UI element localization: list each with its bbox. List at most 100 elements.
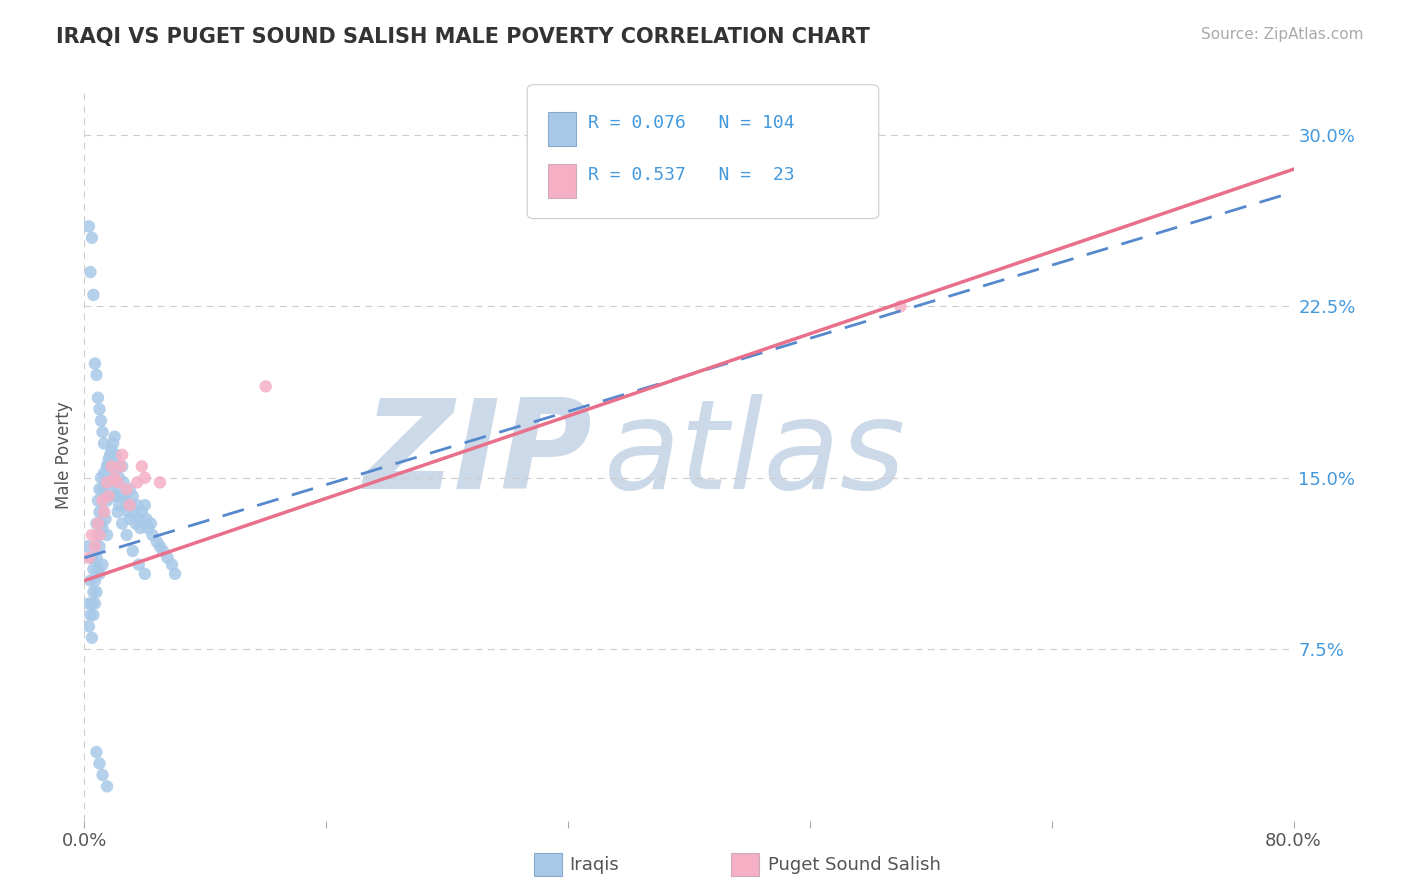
Point <box>93 505 115 519</box>
Point <box>77 219 100 234</box>
Point <box>89 566 111 581</box>
Point <box>136 521 159 535</box>
Point <box>86 745 108 759</box>
Point <box>93 436 115 450</box>
Text: Puget Sound Salish: Puget Sound Salish <box>768 856 941 874</box>
Point <box>111 448 134 462</box>
Point <box>89 505 111 519</box>
Text: R = 0.537   N =  23: R = 0.537 N = 23 <box>588 166 794 184</box>
Point <box>146 534 169 549</box>
Point <box>91 482 114 496</box>
Point <box>118 482 141 496</box>
Point <box>91 558 114 572</box>
Point <box>87 493 110 508</box>
Point <box>87 528 110 542</box>
Point <box>93 467 115 481</box>
Point <box>79 574 101 588</box>
Point <box>96 459 118 474</box>
Point <box>134 498 156 512</box>
Text: Iraqis: Iraqis <box>569 856 619 874</box>
Point <box>107 475 129 490</box>
Point <box>82 562 104 576</box>
Point <box>254 379 277 393</box>
Point <box>100 443 122 458</box>
Point <box>101 471 124 485</box>
Point <box>86 585 108 599</box>
Point <box>149 475 172 490</box>
Point <box>87 391 110 405</box>
Point <box>121 544 143 558</box>
Point <box>125 516 148 531</box>
Point <box>139 516 162 531</box>
Point <box>80 597 103 611</box>
Point <box>91 493 114 508</box>
Point <box>87 516 110 531</box>
Point <box>115 482 138 496</box>
Point <box>89 539 111 553</box>
Point <box>77 597 100 611</box>
Point <box>98 482 121 496</box>
Point <box>97 489 120 503</box>
Point <box>108 471 131 485</box>
Point <box>117 505 139 519</box>
Point <box>80 528 103 542</box>
Text: atlas: atlas <box>605 394 907 516</box>
Point <box>120 498 142 512</box>
Point <box>115 528 138 542</box>
Point <box>97 452 120 467</box>
Point <box>118 512 141 526</box>
Point <box>110 482 132 496</box>
Point <box>104 430 127 444</box>
Point <box>111 489 134 503</box>
Point <box>94 512 117 526</box>
Point <box>152 544 174 558</box>
Point <box>84 574 107 588</box>
Point <box>77 550 100 565</box>
Point <box>107 489 129 503</box>
Point <box>96 493 118 508</box>
Point <box>77 619 100 633</box>
Point <box>134 471 156 485</box>
Point <box>105 475 128 490</box>
Point <box>82 607 104 622</box>
Point <box>107 505 129 519</box>
Point <box>79 265 101 279</box>
Point <box>101 436 124 450</box>
Point <box>86 368 108 382</box>
Point <box>90 414 112 428</box>
Point <box>890 299 912 313</box>
Point <box>89 528 111 542</box>
Point <box>127 475 149 490</box>
Point <box>84 597 107 611</box>
Point <box>79 607 101 622</box>
Point <box>111 459 134 474</box>
Text: ZIP: ZIP <box>364 394 592 516</box>
Point <box>96 475 118 490</box>
Text: R = 0.076   N = 104: R = 0.076 N = 104 <box>588 114 794 132</box>
Point <box>97 489 120 503</box>
Point <box>127 498 149 512</box>
Point <box>100 475 122 490</box>
Point <box>98 448 121 462</box>
Point <box>82 288 104 302</box>
Point <box>149 539 172 553</box>
Point <box>134 566 156 581</box>
Point <box>121 489 143 503</box>
Point <box>105 448 128 462</box>
Point <box>96 780 118 794</box>
Point <box>89 402 111 417</box>
Point <box>114 489 136 503</box>
Point <box>93 505 115 519</box>
Point <box>87 562 110 576</box>
Point <box>160 558 183 572</box>
Point <box>118 498 141 512</box>
Point <box>86 550 108 565</box>
Point <box>165 566 187 581</box>
Point <box>80 231 103 245</box>
Point <box>112 475 135 490</box>
Point <box>156 550 179 565</box>
Point <box>115 498 138 512</box>
Point <box>122 505 145 519</box>
Point <box>89 482 111 496</box>
Point <box>82 585 104 599</box>
